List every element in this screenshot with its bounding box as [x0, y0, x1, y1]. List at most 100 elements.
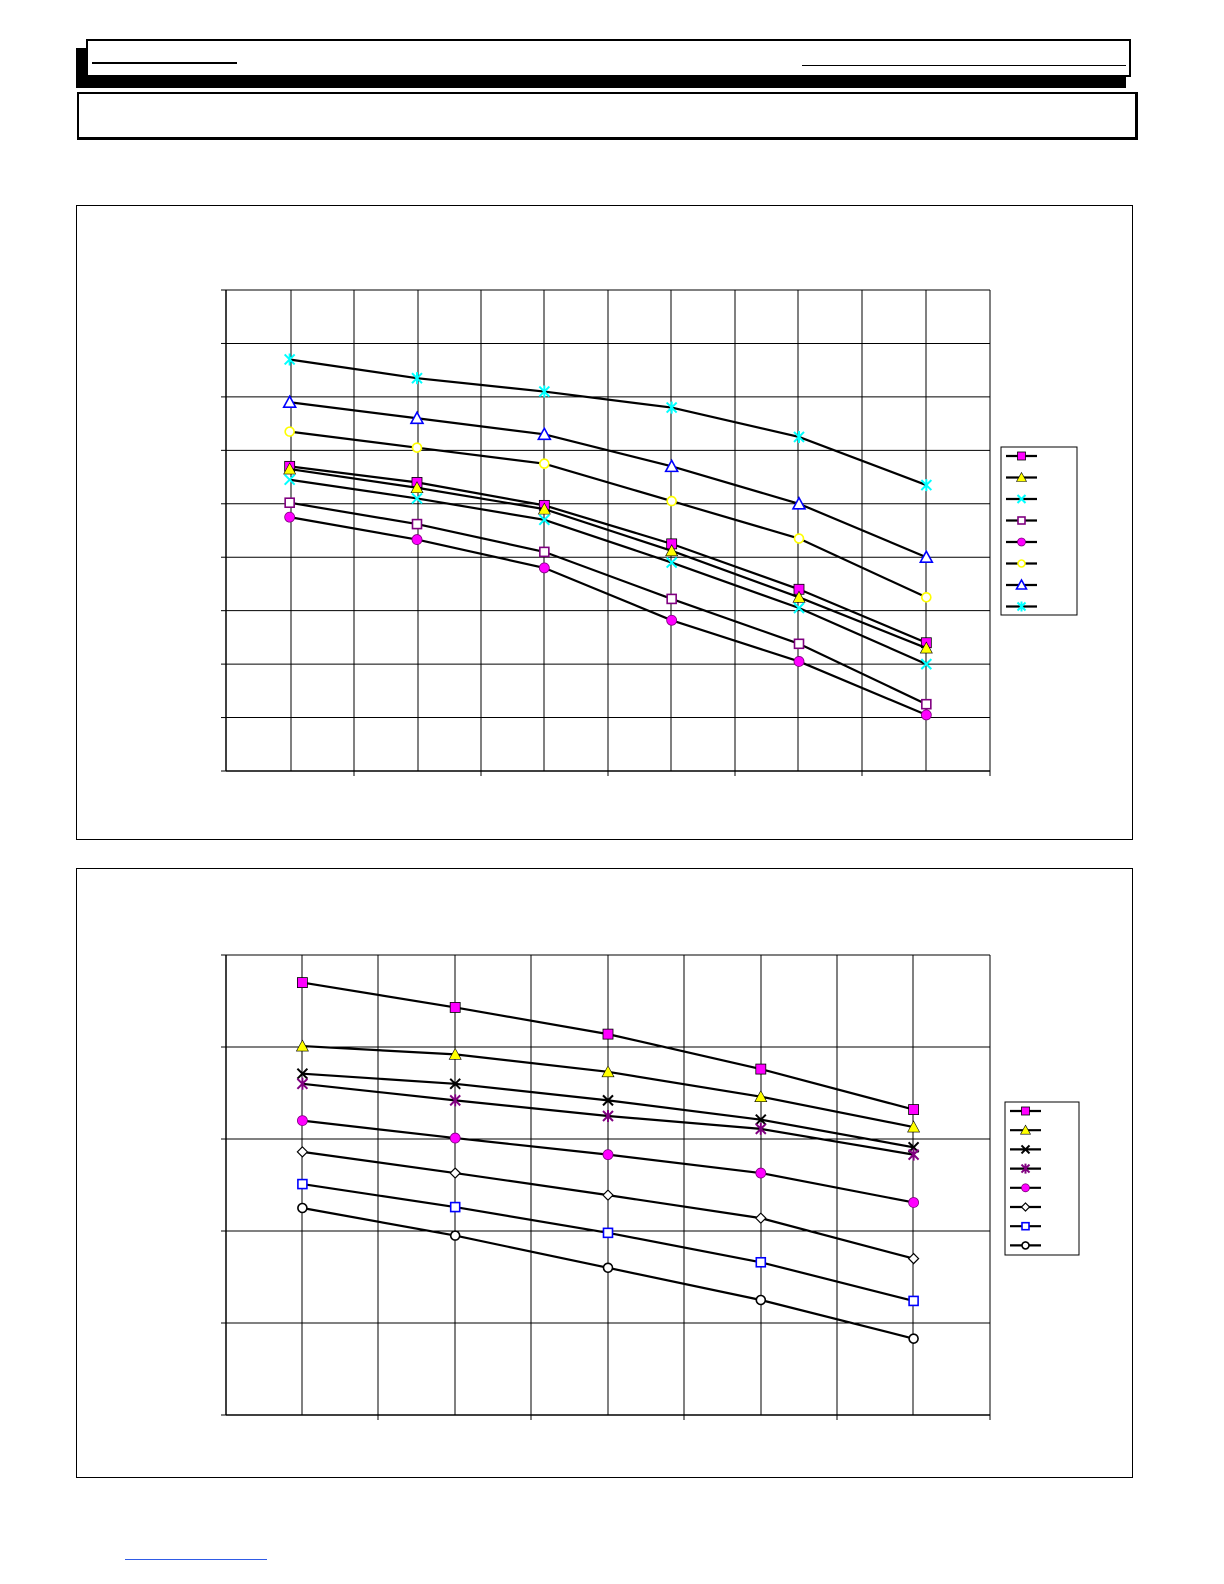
data-point — [918, 549, 934, 564]
data-point — [755, 1113, 767, 1126]
data-point — [793, 430, 805, 443]
legend-marker — [1017, 559, 1026, 568]
data-point — [920, 658, 933, 670]
data-point — [665, 544, 679, 557]
chart-1-series-2 — [283, 462, 933, 654]
data-point — [602, 1110, 614, 1122]
data-point — [754, 1212, 767, 1224]
legend-marker — [1016, 601, 1027, 612]
data-point — [449, 1078, 461, 1090]
legend-box — [1004, 1101, 1080, 1256]
data-point — [295, 1039, 309, 1052]
data-point — [296, 977, 308, 988]
legend-entry — [1010, 1241, 1041, 1250]
data-point — [919, 641, 933, 654]
chart-2-frame — [76, 868, 1133, 1478]
series-line — [289, 516, 927, 716]
legend-entry — [1006, 451, 1037, 461]
data-point — [411, 442, 423, 453]
data-point — [283, 462, 297, 475]
data-point — [908, 1104, 919, 1115]
footer-link[interactable] — [125, 1559, 267, 1560]
data-point — [537, 502, 551, 515]
data-point — [666, 614, 678, 626]
legend-entry — [1006, 516, 1037, 525]
chart-2-series-1 — [296, 977, 919, 1115]
legend-entry — [1006, 559, 1037, 568]
data-point — [665, 401, 678, 414]
chart-1-series-8 — [283, 353, 933, 492]
series-line — [289, 465, 927, 644]
data-point — [908, 1197, 919, 1208]
data-point — [297, 1202, 308, 1214]
legend-marker — [1021, 1106, 1030, 1116]
header-rule-right — [802, 65, 1126, 66]
series-line — [289, 501, 927, 706]
legend-marker — [1017, 451, 1026, 461]
chart-1-series-3 — [283, 474, 933, 670]
data-point — [449, 1201, 461, 1213]
title-box — [77, 92, 1138, 140]
series-line — [289, 478, 927, 666]
series-line — [289, 358, 927, 487]
data-point — [536, 426, 552, 441]
data-point — [602, 1262, 614, 1274]
legend-marker — [1021, 1241, 1030, 1250]
data-point — [411, 534, 423, 545]
data-point — [908, 1333, 919, 1344]
data-point — [793, 533, 805, 544]
data-point — [755, 1122, 767, 1135]
data-point — [792, 590, 806, 603]
data-point — [602, 1028, 614, 1040]
legend-entry — [1010, 1144, 1041, 1155]
data-point — [793, 638, 805, 650]
legend-marker — [1020, 1202, 1031, 1212]
legend-entry — [1010, 1106, 1041, 1116]
legend-marker — [1021, 1183, 1030, 1193]
legend-marker — [1017, 537, 1026, 547]
legend-marker — [1021, 1221, 1030, 1231]
data-point — [921, 698, 932, 710]
data-point — [908, 1295, 919, 1307]
data-point — [664, 458, 680, 473]
data-point — [538, 514, 551, 526]
chart-2-series-8 — [297, 1202, 919, 1344]
data-point — [296, 1067, 309, 1080]
data-point — [284, 497, 295, 509]
data-point — [411, 372, 423, 385]
data-point — [284, 426, 295, 437]
data-point — [449, 1167, 462, 1179]
legend-entry — [1006, 537, 1037, 547]
legend-entry — [1006, 471, 1037, 482]
chart-2-series-5 — [296, 1115, 919, 1208]
data-point — [602, 1189, 614, 1201]
data-point — [538, 562, 550, 574]
data-point — [296, 1146, 309, 1158]
data-point — [755, 1256, 767, 1268]
data-point — [449, 1132, 461, 1144]
legend-entry — [1010, 1183, 1041, 1193]
legend-marker — [1020, 1163, 1031, 1174]
data-point — [666, 495, 677, 507]
data-point — [920, 709, 932, 721]
data-point — [448, 1047, 462, 1060]
legend-marker — [1017, 516, 1026, 525]
chart-1 — [221, 289, 1078, 776]
legend-entry — [1010, 1124, 1041, 1135]
legend-entry — [1010, 1163, 1041, 1174]
data-point — [907, 1148, 920, 1161]
data-point — [665, 556, 678, 569]
chart-2 — [221, 954, 1080, 1420]
chart-2-gridlines — [221, 954, 990, 1420]
legend-entry — [1010, 1202, 1041, 1212]
data-point — [449, 1094, 461, 1107]
chart-1-gridlines — [221, 289, 990, 776]
data-point — [411, 518, 423, 530]
data-point — [907, 1252, 920, 1265]
data-point — [283, 353, 296, 366]
data-point — [791, 496, 807, 510]
data-point — [539, 458, 550, 469]
data-point — [907, 1120, 921, 1133]
data-point — [755, 1063, 767, 1075]
data-point — [793, 602, 805, 614]
